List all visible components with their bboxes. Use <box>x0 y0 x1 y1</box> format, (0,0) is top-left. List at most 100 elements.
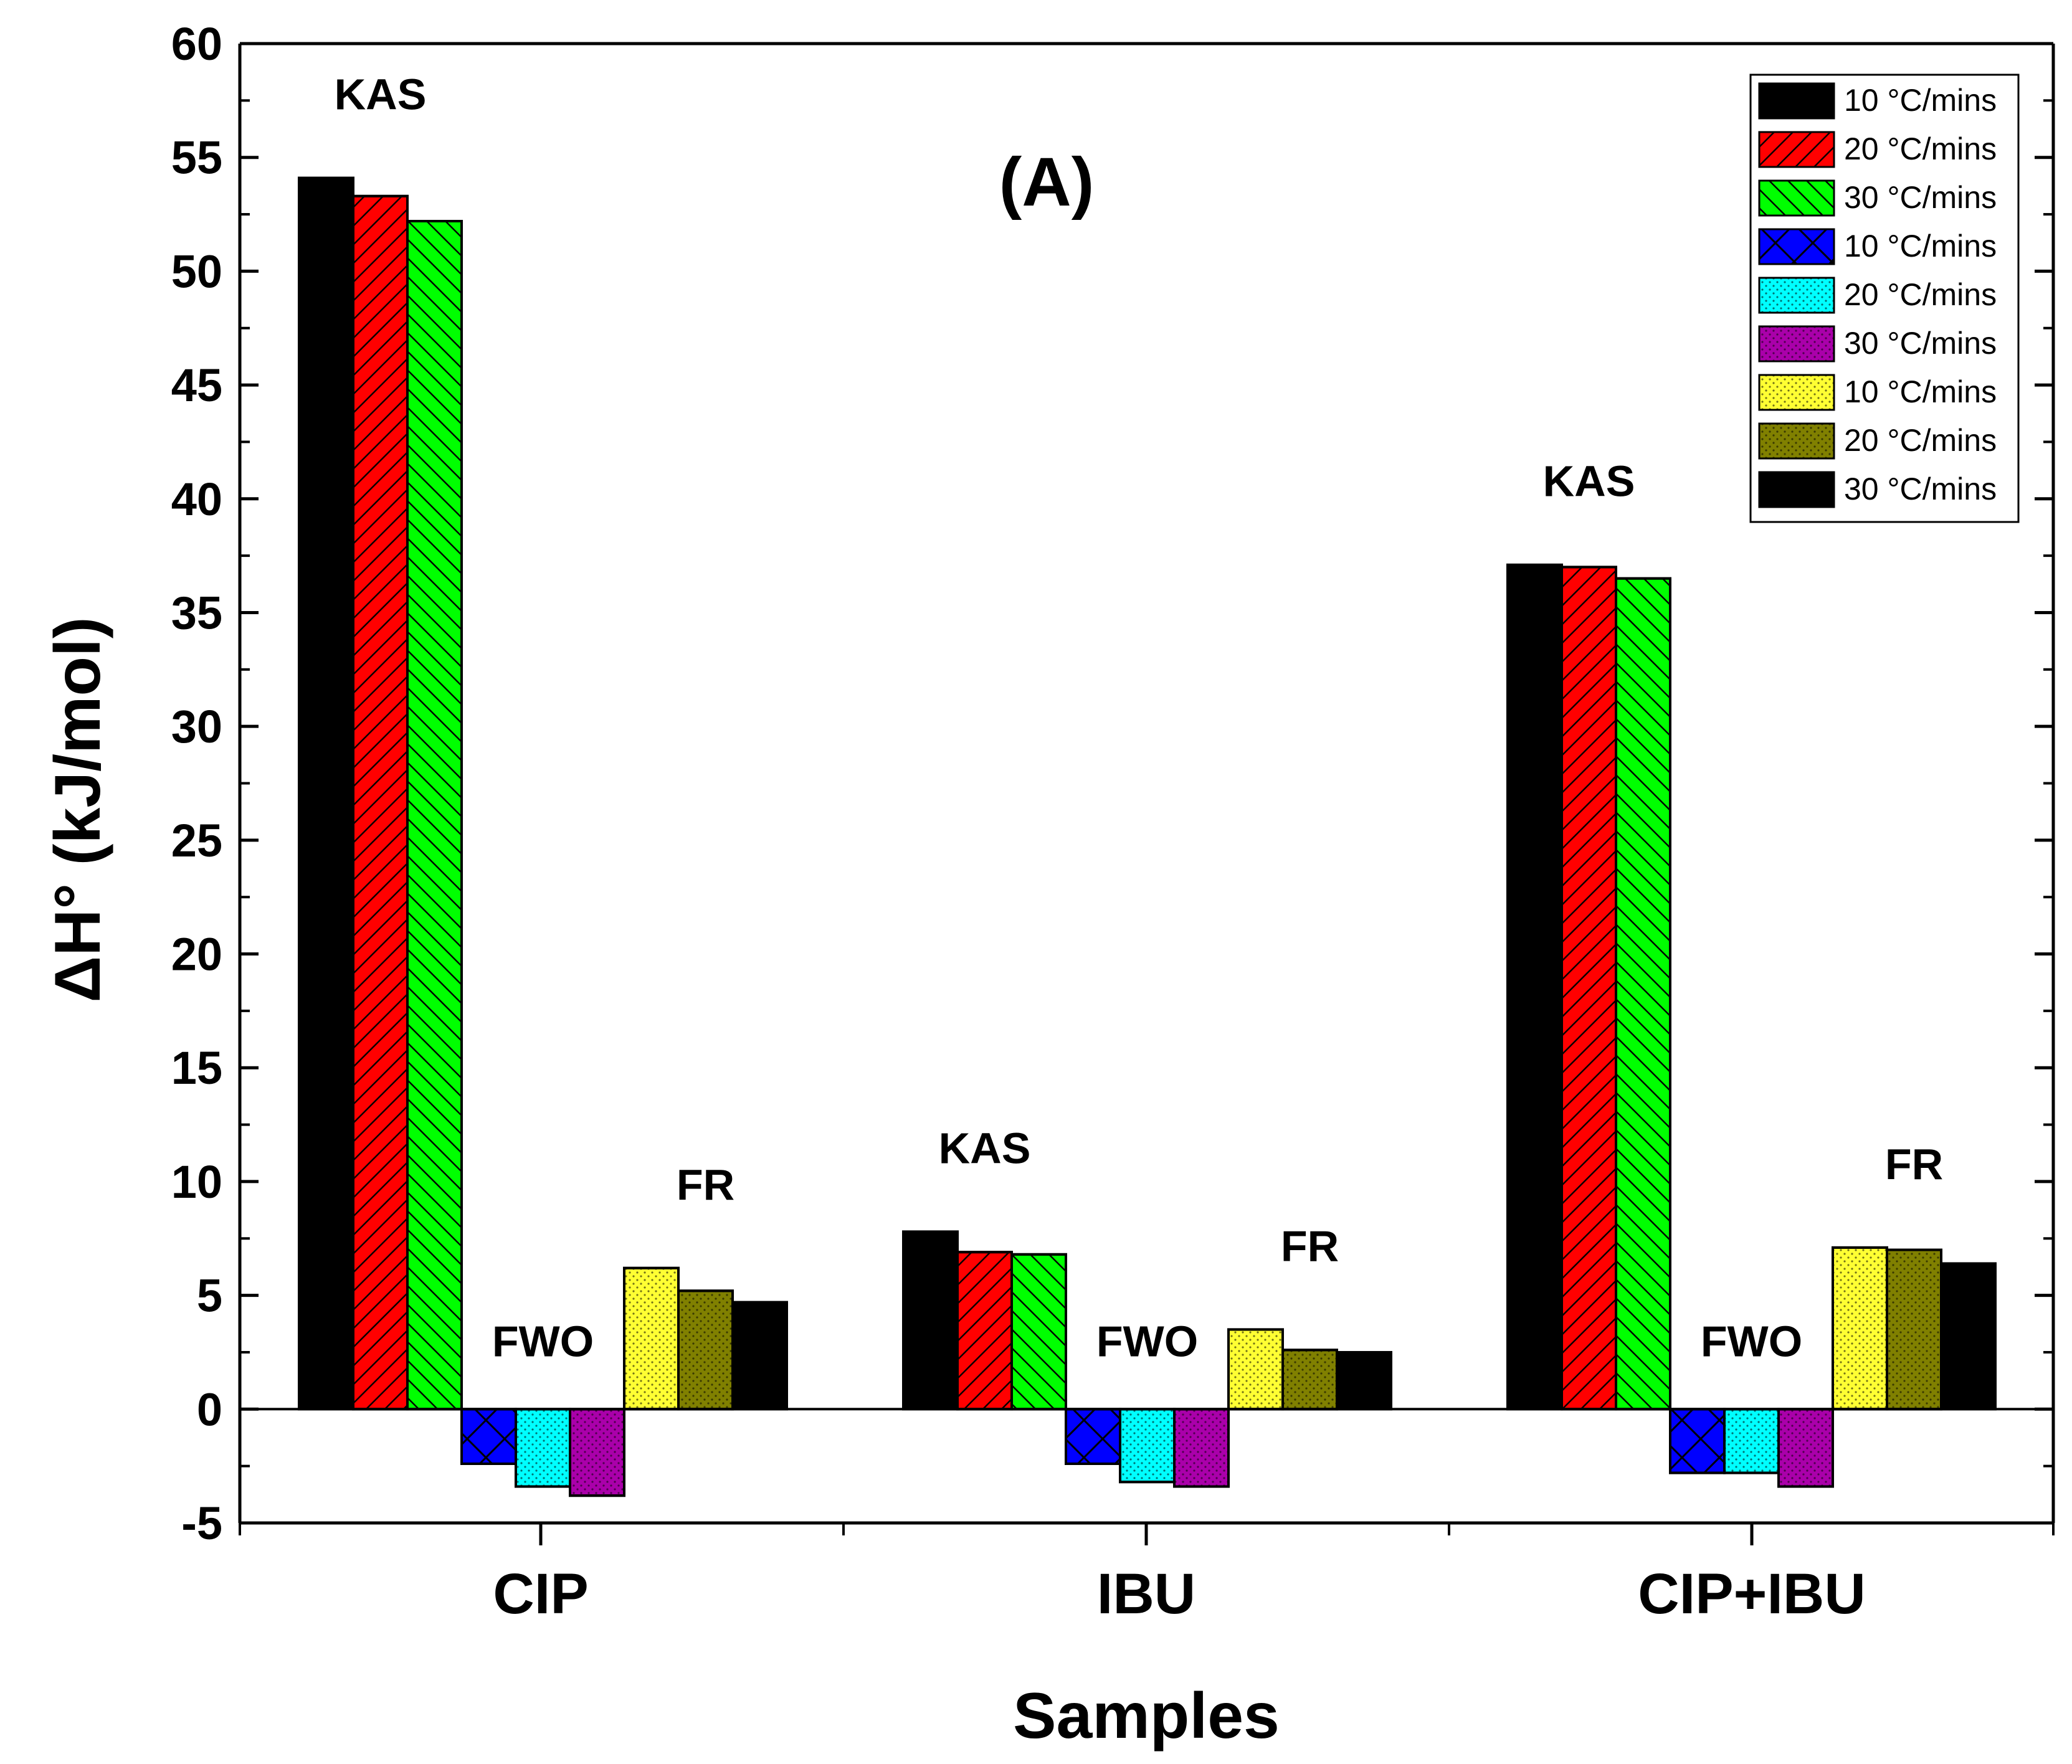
y-tick-label: 55 <box>171 132 222 184</box>
legend-label: 10 °C/mins <box>1844 83 1997 118</box>
bar-ibu-fwo-1 <box>1065 1408 1121 1465</box>
bar-pattern <box>1886 1248 1942 1411</box>
y-tick-label: 40 <box>171 473 222 525</box>
legend-item: 10 °C/mins <box>1758 374 1997 411</box>
bar-cip-ibu-fwo-1 <box>1669 1408 1726 1474</box>
legend-label: 30 °C/mins <box>1844 180 1997 215</box>
legend-label: 20 °C/mins <box>1844 277 1997 312</box>
bar-cip-fr-2 <box>677 1289 734 1411</box>
legend: 10 °C/mins 20 °C/mins 30 °C/mins 10 °C/mins… <box>1749 74 2020 523</box>
bar-cip-ibu-fwo-2 <box>1723 1408 1780 1474</box>
bar-pattern <box>569 1408 625 1497</box>
legend-swatch-pattern <box>1758 277 1835 314</box>
method-label-kas: KAS <box>939 1124 1031 1172</box>
bar-fill <box>1940 1262 1997 1411</box>
bar-cip-fr-1 <box>623 1266 680 1411</box>
y-tick-label: 20 <box>171 929 222 980</box>
x-axis-title: Samples <box>1013 1680 1280 1752</box>
bar-pattern <box>1777 1408 1834 1488</box>
method-label-fr: FR <box>677 1160 734 1209</box>
bar-ibu-kas-1 <box>902 1230 959 1411</box>
bar-pattern <box>623 1266 680 1411</box>
bar-fill <box>1336 1350 1392 1411</box>
legend-item: 30 °C/mins <box>1758 471 1997 508</box>
legend-item: 20 °C/mins <box>1758 277 1997 314</box>
legend-swatch-pattern <box>1758 422 1835 460</box>
legend-swatch-pattern <box>1758 374 1835 411</box>
y-tick-label: 35 <box>171 587 222 638</box>
y-tick-label: 0 <box>197 1383 222 1435</box>
bar-pattern <box>1173 1408 1230 1488</box>
bar-pattern <box>515 1408 571 1488</box>
legend-item: 30 °C/mins <box>1758 325 1997 363</box>
bar-cip-ibu-kas-3 <box>1615 577 1671 1411</box>
bar-fill <box>298 176 354 1411</box>
bar-ibu-kas-2 <box>956 1251 1013 1411</box>
y-tick-label: 45 <box>171 359 222 411</box>
bar-cip-kas-3 <box>406 220 463 1411</box>
legend-label: 20 °C/mins <box>1844 423 1997 458</box>
bar-ibu-fwo-3 <box>1173 1408 1230 1488</box>
bar-fill <box>731 1301 788 1411</box>
bar-ibu-fr-2 <box>1281 1349 1338 1411</box>
bar-cip-ibu-kas-2 <box>1561 566 1617 1411</box>
y-tick-label: 60 <box>171 18 222 70</box>
y-tick-label: 15 <box>171 1042 222 1094</box>
bar-pattern <box>352 194 409 1411</box>
bar-ibu-fr-1 <box>1227 1328 1284 1411</box>
legend-item: 10 °C/mins <box>1758 82 1997 120</box>
y-tick-label: -5 <box>181 1497 222 1549</box>
method-label-kas: KAS <box>1543 457 1635 506</box>
legend-item: 20 °C/mins <box>1758 131 1997 168</box>
bar-pattern <box>1615 577 1671 1411</box>
bar-ibu-fr-3 <box>1336 1350 1392 1411</box>
method-label-fr: FR <box>1281 1221 1339 1270</box>
y-tick-label: 5 <box>197 1270 222 1322</box>
bar-pattern <box>1561 566 1617 1411</box>
bar-cip-fwo-3 <box>569 1408 625 1497</box>
method-label-kas: KAS <box>335 70 427 119</box>
bar-pattern <box>1723 1408 1780 1474</box>
bar-pattern <box>460 1408 517 1465</box>
bar-ibu-fwo-2 <box>1119 1408 1176 1484</box>
legend-label: 10 °C/mins <box>1844 374 1997 409</box>
bar-pattern <box>677 1289 734 1411</box>
x-tick-label: CIP+IBU <box>1638 1562 1866 1626</box>
legend-item: 10 °C/mins <box>1758 228 1997 265</box>
bar-pattern <box>1832 1246 1888 1411</box>
panel-label: (A) <box>999 144 1095 220</box>
bar-pattern <box>1227 1328 1284 1411</box>
legend-swatch-pattern <box>1758 228 1835 265</box>
legend-swatch-pattern <box>1758 131 1835 168</box>
legend-swatch <box>1758 471 1835 508</box>
bar-pattern <box>1281 1349 1338 1411</box>
bar-cip-ibu-fr-1 <box>1832 1246 1888 1411</box>
bar-cip-kas-1 <box>298 176 354 1411</box>
legend-swatch-pattern <box>1758 179 1835 217</box>
method-label-fwo: FWO <box>1096 1317 1198 1365</box>
bar-pattern <box>1010 1253 1067 1411</box>
y-tick-label: 50 <box>171 245 222 297</box>
method-label-fr: FR <box>1885 1140 1943 1188</box>
legend-item: 20 °C/mins <box>1758 422 1997 460</box>
y-tick-label: 25 <box>171 815 222 866</box>
bar-cip-ibu-fr-3 <box>1940 1262 1997 1411</box>
bar-pattern <box>1119 1408 1176 1484</box>
bar-ibu-kas-3 <box>1010 1253 1067 1411</box>
x-tick-label: IBU <box>1097 1562 1195 1626</box>
bar-pattern <box>1669 1408 1726 1474</box>
method-label-fwo: FWO <box>492 1317 594 1365</box>
method-label-fwo: FWO <box>1701 1317 1802 1365</box>
bar-fill <box>902 1230 959 1411</box>
y-axis-title: ΔH° (kJ/mol) <box>42 617 114 1002</box>
bar-cip-fwo-1 <box>460 1408 517 1465</box>
axes-layer: -5 0 5 10 15 20 25 30 35 40 45 50 55 60 CIP IBU CIP+IBU K… <box>171 18 2055 1626</box>
bar-pattern <box>956 1251 1013 1411</box>
y-tick-label: 30 <box>171 701 222 752</box>
bar-cip-fr-3 <box>731 1301 788 1411</box>
legend-label: 20 °C/mins <box>1844 131 1997 166</box>
y-tick-label: 10 <box>171 1156 222 1208</box>
legend-item: 30 °C/mins <box>1758 179 1997 217</box>
